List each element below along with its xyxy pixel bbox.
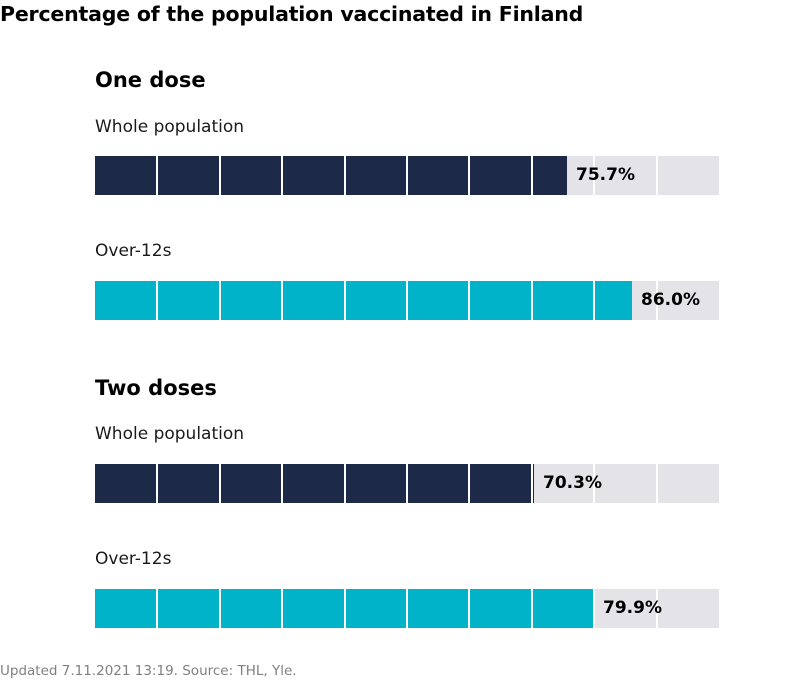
- segment-divider: [593, 464, 595, 503]
- segment-divider: [593, 281, 595, 320]
- segment-divider: [593, 156, 595, 195]
- segment-divider: [531, 156, 533, 195]
- segment-divider: [344, 589, 346, 628]
- segment-divider: [656, 464, 658, 503]
- segment-divider: [406, 156, 408, 195]
- segment-divider: [219, 589, 221, 628]
- segment-divider: [656, 156, 658, 195]
- segment-divider: [468, 281, 470, 320]
- segment-divider: [156, 156, 158, 195]
- bar-two-doses-over12: 79.9%: [95, 589, 719, 628]
- segment-divider: [406, 589, 408, 628]
- value-label: 86.0%: [641, 290, 700, 310]
- row-label-two-doses-whole: Whole population: [95, 424, 245, 444]
- segment-divider: [656, 589, 658, 628]
- value-label: 75.7%: [576, 165, 635, 185]
- source-footnote: Updated 7.11.2021 13:19. Source: THL, Yl…: [0, 663, 297, 679]
- segment-divider: [344, 281, 346, 320]
- segment-divider: [219, 464, 221, 503]
- segment-divider: [406, 281, 408, 320]
- bar-fill: [95, 281, 632, 320]
- segment-divider: [344, 464, 346, 503]
- segment-divider: [531, 281, 533, 320]
- bar-fill: [95, 464, 534, 503]
- row-label-one-dose-whole: Whole population: [95, 117, 245, 137]
- value-label: 79.9%: [603, 598, 662, 618]
- segment-divider: [531, 464, 533, 503]
- bar-fill: [95, 156, 567, 195]
- row-label-one-dose-over12: Over-12s: [95, 241, 172, 261]
- segment-divider: [531, 589, 533, 628]
- segment-divider: [281, 589, 283, 628]
- segment-divider: [156, 589, 158, 628]
- segment-divider: [219, 156, 221, 195]
- bar-one-dose-whole: 75.7%: [95, 156, 719, 195]
- bar-two-doses-whole: 70.3%: [95, 464, 719, 503]
- segment-divider: [468, 464, 470, 503]
- value-label: 70.3%: [543, 473, 602, 493]
- section-heading-one-dose: One dose: [95, 68, 206, 92]
- segment-divider: [468, 589, 470, 628]
- segment-divider: [219, 281, 221, 320]
- segment-divider: [468, 156, 470, 195]
- chart-title: Percentage of the population vaccinated …: [0, 2, 584, 26]
- segment-divider: [406, 464, 408, 503]
- segment-divider: [281, 281, 283, 320]
- segment-divider: [156, 464, 158, 503]
- segment-divider: [344, 156, 346, 195]
- bar-one-dose-over12: 86.0%: [95, 281, 719, 320]
- segment-divider: [281, 464, 283, 503]
- segment-divider: [281, 156, 283, 195]
- segment-divider: [156, 281, 158, 320]
- segment-divider: [593, 589, 595, 628]
- segment-divider: [656, 281, 658, 320]
- section-heading-two-doses: Two doses: [95, 376, 217, 400]
- row-label-two-doses-over12: Over-12s: [95, 549, 172, 569]
